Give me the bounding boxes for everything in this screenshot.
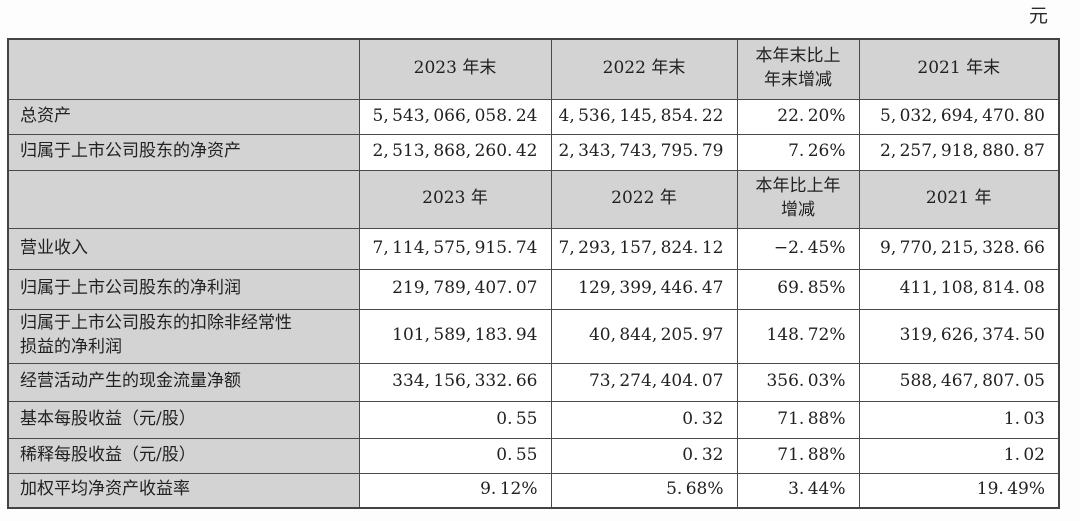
value-cell-2022: 40, 844, 205. 97 [550, 308, 738, 364]
row-label: 归属于上市公司股东的扣除非经常性 损益的净利润 [7, 308, 360, 364]
value-cell-2023: 5, 543, 066, 058. 24 [358, 98, 552, 135]
value-cell-2023: 219, 789, 407. 07 [358, 268, 552, 310]
value-cell-2022: 73, 274, 404. 07 [550, 362, 738, 402]
col-header-yoy-yearend: 本年末比上 年末增减 [736, 38, 860, 100]
value-cell-2021: 2, 257, 918, 880. 87 [858, 133, 1060, 171]
value-cell-2022: 129, 399, 446. 47 [550, 268, 738, 310]
row-label: 归属于上市公司股东的净利润 [7, 268, 360, 310]
change-cell: 71. 88% [736, 437, 860, 474]
col-header-2023-yearend: 2023 年末 [358, 38, 552, 100]
value-cell-2021: 411, 108, 814. 08 [858, 268, 1060, 310]
change-cell: 148. 72% [736, 308, 860, 364]
row-basic-eps: 基本每股收益（元/股） 0. 55 0. 32 71. 88% 1. 03 [7, 400, 1060, 439]
row-total-assets: 总资产 5, 543, 066, 058. 24 4, 536, 145, 85… [7, 98, 1060, 135]
value-cell-2022: 0. 32 [550, 400, 738, 439]
value-cell-2023: 334, 156, 332. 66 [358, 362, 552, 402]
value-cell-2023: 7, 114, 575, 915. 74 [358, 227, 552, 270]
row-label: 基本每股收益（元/股） [7, 400, 360, 439]
value-cell-2021: 1. 02 [858, 437, 1060, 474]
row-net-profit-deducted: 归属于上市公司股东的扣除非经常性 损益的净利润 101, 589, 183. 9… [7, 308, 1060, 364]
row-label: 营业收入 [7, 227, 360, 270]
row-label: 经营活动产生的现金流量净额 [7, 362, 360, 402]
value-cell-2023: 9. 12% [358, 472, 552, 509]
header-row-annual: 2023 年 2022 年 本年比上年 增减 2021 年 [7, 169, 1060, 229]
change-cell: −2. 45% [736, 227, 860, 270]
value-cell-2022: 5. 68% [550, 472, 738, 509]
corner-cell-balance [7, 38, 360, 100]
value-cell-2021: 19. 49% [858, 472, 1060, 509]
change-cell: 356. 03% [736, 362, 860, 402]
value-cell-2021: 588, 467, 807. 05 [858, 362, 1060, 402]
row-diluted-eps: 稀释每股收益（元/股） 0. 55 0. 32 71. 88% 1. 02 [7, 437, 1060, 474]
col-header-yoy: 本年比上年 增减 [736, 169, 860, 229]
col-header-2021: 2021 年 [858, 169, 1060, 229]
value-cell-2023: 101, 589, 183. 94 [358, 308, 552, 364]
currency-unit-label: 元 [1028, 5, 1048, 27]
financial-summary-table: 2023 年末 2022 年末 本年末比上 年末增减 2021 年末 总资产 5… [7, 38, 1060, 509]
change-cell: 69. 85% [736, 268, 860, 310]
row-weighted-roe: 加权平均净资产收益率 9. 12% 5. 68% 3. 44% 19. 49% [7, 472, 1060, 509]
value-cell-2021: 9, 770, 215, 328. 66 [858, 227, 1060, 270]
row-net-profit: 归属于上市公司股东的净利润 219, 789, 407. 07 129, 399… [7, 268, 1060, 310]
change-cell: 7. 26% [736, 133, 860, 171]
row-operating-revenue: 营业收入 7, 114, 575, 915. 74 7, 293, 157, 8… [7, 227, 1060, 270]
corner-cell-income [7, 169, 360, 229]
value-cell-2021: 5, 032, 694, 470. 80 [858, 98, 1060, 135]
row-net-assets: 归属于上市公司股东的净资产 2, 513, 868, 260. 42 2, 34… [7, 133, 1060, 171]
value-cell-2022: 2, 343, 743, 795. 79 [550, 133, 738, 171]
change-cell: 71. 88% [736, 400, 860, 439]
row-label: 归属于上市公司股东的净资产 [7, 133, 360, 171]
change-cell: 22. 20% [736, 98, 860, 135]
col-header-2022-yearend: 2022 年末 [550, 38, 738, 100]
row-label: 总资产 [7, 98, 360, 135]
value-cell-2022: 4, 536, 145, 854. 22 [550, 98, 738, 135]
col-header-2021-yearend: 2021 年末 [858, 38, 1060, 100]
value-cell-2022: 7, 293, 157, 824. 12 [550, 227, 738, 270]
row-label: 加权平均净资产收益率 [7, 472, 360, 509]
value-cell-2021: 1. 03 [858, 400, 1060, 439]
header-row-yearend: 2023 年末 2022 年末 本年末比上 年末增减 2021 年末 [7, 38, 1060, 100]
value-cell-2023: 0. 55 [358, 400, 552, 439]
col-header-2022: 2022 年 [550, 169, 738, 229]
row-operating-cash-flow: 经营活动产生的现金流量净额 334, 156, 332. 66 73, 274,… [7, 362, 1060, 402]
col-header-2023: 2023 年 [358, 169, 552, 229]
change-cell: 3. 44% [736, 472, 860, 509]
value-cell-2021: 319, 626, 374. 50 [858, 308, 1060, 364]
value-cell-2022: 0. 32 [550, 437, 738, 474]
value-cell-2023: 0. 55 [358, 437, 552, 474]
row-label: 稀释每股收益（元/股） [7, 437, 360, 474]
value-cell-2023: 2, 513, 868, 260. 42 [358, 133, 552, 171]
